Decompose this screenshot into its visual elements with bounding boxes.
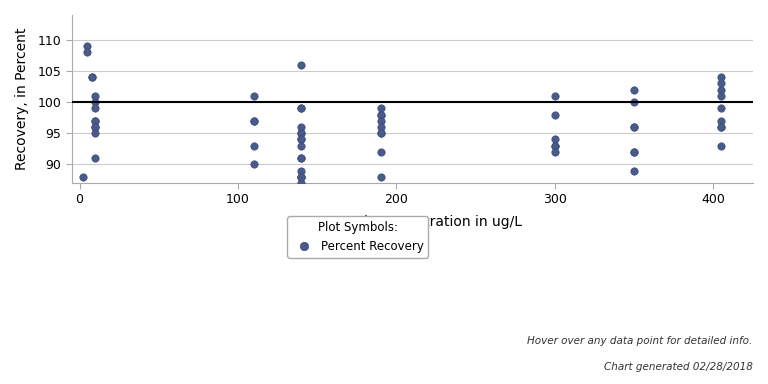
Point <box>375 111 387 118</box>
Point <box>375 124 387 130</box>
Point <box>715 124 727 130</box>
Point <box>248 118 260 124</box>
Point <box>375 130 387 136</box>
Point <box>375 118 387 124</box>
Point <box>628 149 641 155</box>
Point <box>295 105 307 111</box>
Point <box>628 124 641 130</box>
Point <box>715 93 727 99</box>
Point <box>715 87 727 93</box>
Point <box>715 118 727 124</box>
Text: Hover over any data point for detailed info.: Hover over any data point for detailed i… <box>528 336 753 346</box>
Point <box>81 49 94 55</box>
Point <box>375 105 387 111</box>
Point <box>715 74 727 80</box>
Point <box>295 155 307 161</box>
Point <box>89 93 101 99</box>
Point <box>628 99 641 105</box>
Point <box>295 167 307 174</box>
Y-axis label: Recovery, in Percent: Recovery, in Percent <box>15 28 29 170</box>
Point <box>86 74 98 80</box>
Point <box>86 74 98 80</box>
Point <box>89 130 101 136</box>
Point <box>549 142 561 149</box>
Point <box>248 118 260 124</box>
Point <box>715 105 727 111</box>
Point <box>628 124 641 130</box>
Point <box>295 174 307 180</box>
Point <box>248 93 260 99</box>
Point <box>295 174 307 180</box>
Point <box>375 130 387 136</box>
Point <box>628 167 641 174</box>
Point <box>295 136 307 142</box>
Point <box>89 124 101 130</box>
Point <box>295 130 307 136</box>
Point <box>89 99 101 105</box>
Point <box>549 93 561 99</box>
Point <box>248 161 260 167</box>
Point <box>295 124 307 130</box>
Point <box>81 43 94 49</box>
Point <box>295 105 307 111</box>
Point <box>89 105 101 111</box>
Point <box>628 87 641 93</box>
X-axis label: Expected Concentration in ug/L: Expected Concentration in ug/L <box>303 215 521 229</box>
Point <box>715 142 727 149</box>
Point <box>375 174 387 180</box>
Point <box>715 80 727 86</box>
Point <box>295 136 307 142</box>
Point <box>89 118 101 124</box>
Point <box>89 155 101 161</box>
Point <box>89 124 101 130</box>
Text: Chart generated 02/28/2018: Chart generated 02/28/2018 <box>604 362 753 372</box>
Point <box>375 149 387 155</box>
Point <box>248 142 260 149</box>
Point <box>295 180 307 186</box>
Point <box>715 124 727 130</box>
Point <box>549 149 561 155</box>
Point <box>375 111 387 118</box>
Point <box>295 62 307 68</box>
Point <box>89 118 101 124</box>
Point <box>295 155 307 161</box>
Point <box>77 174 89 180</box>
Point <box>549 142 561 149</box>
Legend: Percent Recovery: Percent Recovery <box>287 217 428 258</box>
Point <box>628 149 641 155</box>
Point <box>295 142 307 149</box>
Point <box>295 130 307 136</box>
Point <box>549 111 561 118</box>
Point <box>549 136 561 142</box>
Point <box>295 174 307 180</box>
